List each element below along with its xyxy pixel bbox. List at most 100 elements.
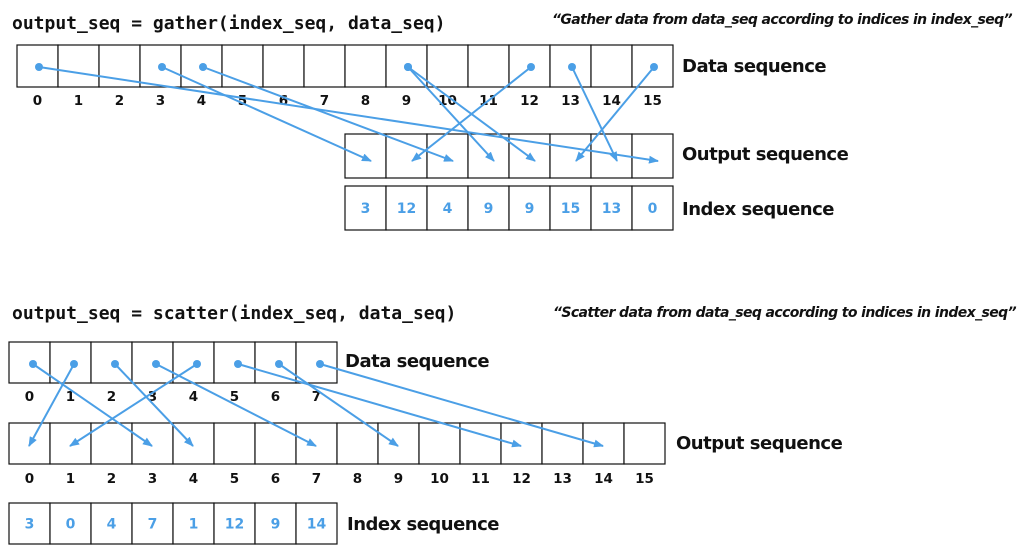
gather-arrow-0 [161, 66, 372, 162]
scatter-data-index-2: 2 [107, 389, 116, 405]
scatter-output-cell-5 [213, 422, 256, 465]
gather-data-index-9: 9 [402, 93, 411, 109]
scatter-output-index-2: 2 [107, 471, 116, 487]
gather-code-title: output_seq = gather(index_seq, data_seq) [12, 13, 445, 34]
gather-data-index-5: 5 [238, 93, 247, 109]
scatter-output-index-14: 14 [594, 471, 613, 487]
scatter-output-index-8: 8 [353, 471, 362, 487]
scatter-index-sequence: 3 0 4 7 1 12 9 14 [8, 502, 338, 545]
gather-data-cell-11 [467, 44, 510, 88]
scatter-output-index-5: 5 [230, 471, 239, 487]
gather-output-cell-1 [385, 133, 428, 179]
gather-data-cell-13 [549, 44, 592, 88]
gather-data-index-12: 12 [520, 93, 539, 109]
scatter-arrow-2 [114, 363, 194, 447]
scatter-data-cell-5 [213, 341, 256, 384]
scatter-output-cell-7 [295, 422, 338, 465]
scatter-index-value-4: 1 [189, 517, 199, 533]
scatter-arrow-4 [69, 363, 198, 447]
scatter-output-index-9: 9 [394, 471, 403, 487]
scatter-arrow-5 [237, 363, 522, 448]
gather-data-index-14: 14 [602, 93, 621, 109]
scatter-index-cell-4 [172, 502, 215, 545]
scatter-output-cell-4 [172, 422, 215, 465]
gather-arrow-5 [575, 66, 655, 162]
scatter-data-index-1: 1 [66, 389, 75, 405]
scatter-output-index-1: 1 [66, 471, 75, 487]
scatter-output-cell-14 [582, 422, 625, 465]
scatter-index-sequence-label: Index sequence [347, 514, 499, 535]
gather-index-value-0: 3 [361, 201, 371, 217]
gather-index-value-7: 0 [648, 201, 658, 217]
gather-arrows [35, 63, 659, 164]
scatter-output-cell-2 [90, 422, 133, 465]
scatter-output-cell-12 [500, 422, 543, 465]
gather-index-cell-0 [344, 185, 387, 231]
gather-data-index-4: 4 [197, 93, 206, 109]
scatter-data-index-5: 5 [230, 389, 239, 405]
scatter-output-index-15: 15 [635, 471, 654, 487]
gather-output-cell-0 [344, 133, 387, 179]
scatter-index-value-3: 7 [148, 517, 158, 533]
gather-data-index-7: 7 [320, 93, 329, 109]
gather-data-sequence-label: Data sequence [682, 56, 826, 77]
gather-data-index-15: 15 [643, 93, 662, 109]
gather-data-index-6: 6 [279, 93, 288, 109]
scatter-data-index-3: 3 [148, 389, 157, 405]
scatter-index-cell-3 [131, 502, 174, 545]
gather-data-sequence [16, 44, 674, 88]
scatter-data-sequence-label: Data sequence [345, 351, 489, 372]
gather-index-value-4: 9 [525, 201, 535, 217]
gather-index-value-3: 9 [484, 201, 494, 217]
scatter-code-title: output_seq = scatter(index_seq, data_seq… [12, 303, 456, 324]
scatter-output-sequence [8, 422, 666, 465]
gather-arrow-3 [407, 66, 495, 162]
scatter-data-sequence [8, 341, 338, 384]
gather-output-cell-7 [631, 133, 674, 179]
scatter-data-index-6: 6 [271, 389, 280, 405]
scatter-output-sequence-label: Output sequence [676, 433, 843, 454]
gather-data-cell-5 [221, 44, 264, 88]
gather-data-index-13: 13 [561, 93, 580, 109]
gather-output-cell-2 [426, 133, 469, 179]
gather-description: “Gather data from data_seq according to … [552, 12, 1013, 28]
gather-data-cell-6 [262, 44, 305, 88]
scatter-index-value-7: 14 [307, 517, 327, 533]
gather-index-cell-5 [549, 185, 592, 231]
scatter-output-index-12: 12 [512, 471, 531, 487]
scatter-output-index-0: 0 [25, 471, 34, 487]
scatter-arrow-1 [28, 363, 75, 447]
scatter-arrow-0 [32, 363, 153, 447]
scatter-index-cell-2 [90, 502, 133, 545]
gather-index-sequence-label: Index sequence [682, 199, 834, 220]
scatter-output-cell-1 [49, 422, 92, 465]
scatter-data-cell-3 [131, 341, 174, 384]
scatter-arrow-6 [278, 363, 399, 447]
gather-data-cell-7 [303, 44, 346, 88]
gather-index-cell-3 [467, 185, 510, 231]
scatter-index-value-1: 0 [66, 517, 76, 533]
scatter-output-index-10: 10 [430, 471, 449, 487]
gather-output-sequence-label: Output sequence [682, 144, 849, 165]
gather-arrow-6 [571, 66, 618, 162]
gather-index-value-6: 13 [602, 201, 621, 217]
gather-index-cell-1 [385, 185, 428, 231]
gather-data-cell-2 [98, 44, 141, 88]
scatter-output-index-labels: 0 1 2 3 4 5 6 7 8 9 10 11 12 13 14 15 [25, 471, 654, 487]
scatter-arrows [28, 360, 604, 448]
gather-index-value-2: 4 [443, 201, 453, 217]
gather-output-cell-5 [549, 133, 592, 179]
gather-index-cell-4 [508, 185, 551, 231]
scatter-output-index-3: 3 [148, 471, 157, 487]
gather-arrow-7 [38, 66, 659, 164]
scatter-data-index-7: 7 [312, 389, 321, 405]
gather-data-cell-1 [57, 44, 100, 88]
scatter-output-index-7: 7 [312, 471, 321, 487]
gather-data-cell-8 [344, 44, 387, 88]
scatter-index-cell-1 [49, 502, 92, 545]
scatter-index-cell-7 [295, 502, 338, 545]
gather-index-sequence: 3 12 4 9 9 15 13 0 [344, 185, 674, 231]
gather-data-index-8: 8 [361, 93, 370, 109]
scatter-output-cell-9 [377, 422, 420, 465]
